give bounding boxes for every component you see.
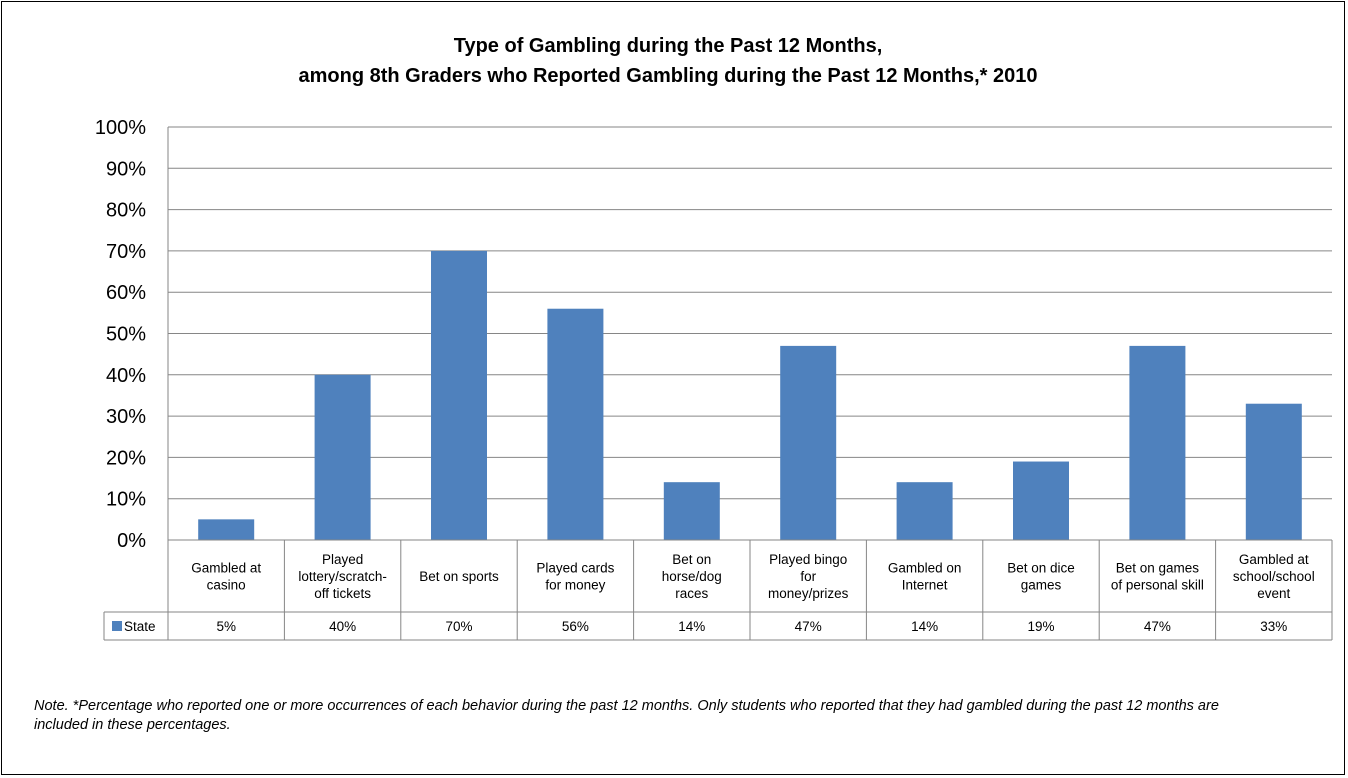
category-label: lottery/scratch- [298,569,387,584]
data-table-value: 19% [1027,619,1054,634]
category-label: games [1021,578,1062,593]
category-label: Gambled at [191,561,261,576]
category-label: for [800,569,816,584]
category-label: races [675,586,708,601]
data-table-value: 70% [445,619,472,634]
category-label: Played cards [536,561,614,576]
y-tick-label: 30% [106,406,146,428]
category-label: Bet on sports [419,569,499,584]
bar [780,346,836,540]
category-label: Bet on games [1116,561,1200,576]
category-label: school/school [1233,569,1315,584]
category-label: off tickets [314,586,371,601]
data-table-value: 47% [1144,619,1171,634]
category-label: Bet on [672,552,711,567]
bar [431,251,487,540]
bar [547,309,603,540]
chart-title-line: Type of Gambling during the Past 12 Mont… [454,35,883,57]
category-label: casino [207,578,246,593]
data-table-value: 56% [562,619,589,634]
y-tick-label: 80% [106,200,146,222]
y-tick-label: 50% [106,324,146,346]
category-label: money/prizes [768,586,849,601]
data-table-value: 14% [911,619,938,634]
category-label: Played bingo [769,552,847,567]
data-table-value: 47% [795,619,822,634]
legend-key [112,621,122,631]
category-label: Gambled at [1239,552,1309,567]
y-tick-label: 0% [117,530,146,552]
y-tick-label: 90% [106,158,146,180]
y-tick-label: 70% [106,241,146,263]
category-label: for money [545,578,605,593]
category-label: event [1257,586,1290,601]
bar [664,482,720,540]
category-label: of personal skill [1111,578,1204,593]
y-tick-label: 100% [95,117,146,139]
category-label: horse/dog [662,569,722,584]
category-label: Gambled on [888,561,962,576]
footnote: Note. *Percentage who reported one or mo… [34,697,1274,735]
data-table-value: 40% [329,619,356,634]
y-tick-label: 40% [106,365,146,387]
chart-title-line: among 8th Graders who Reported Gambling … [298,65,1037,87]
data-table-value: 5% [216,619,236,634]
bar [1013,462,1069,540]
bar-chart: Type of Gambling during the Past 12 Mont… [0,0,1348,700]
category-label: Internet [902,578,948,593]
category-label: Bet on dice [1007,561,1075,576]
bar [1129,346,1185,540]
bar [897,482,953,540]
bar [198,519,254,540]
bar [1246,404,1302,540]
y-tick-label: 20% [106,447,146,469]
y-tick-label: 10% [106,489,146,511]
y-tick-label: 60% [106,282,146,304]
category-label: Played [322,552,363,567]
bar [315,375,371,540]
data-table-value: 14% [678,619,705,634]
legend-label: State [124,619,156,634]
data-table-value: 33% [1260,619,1287,634]
